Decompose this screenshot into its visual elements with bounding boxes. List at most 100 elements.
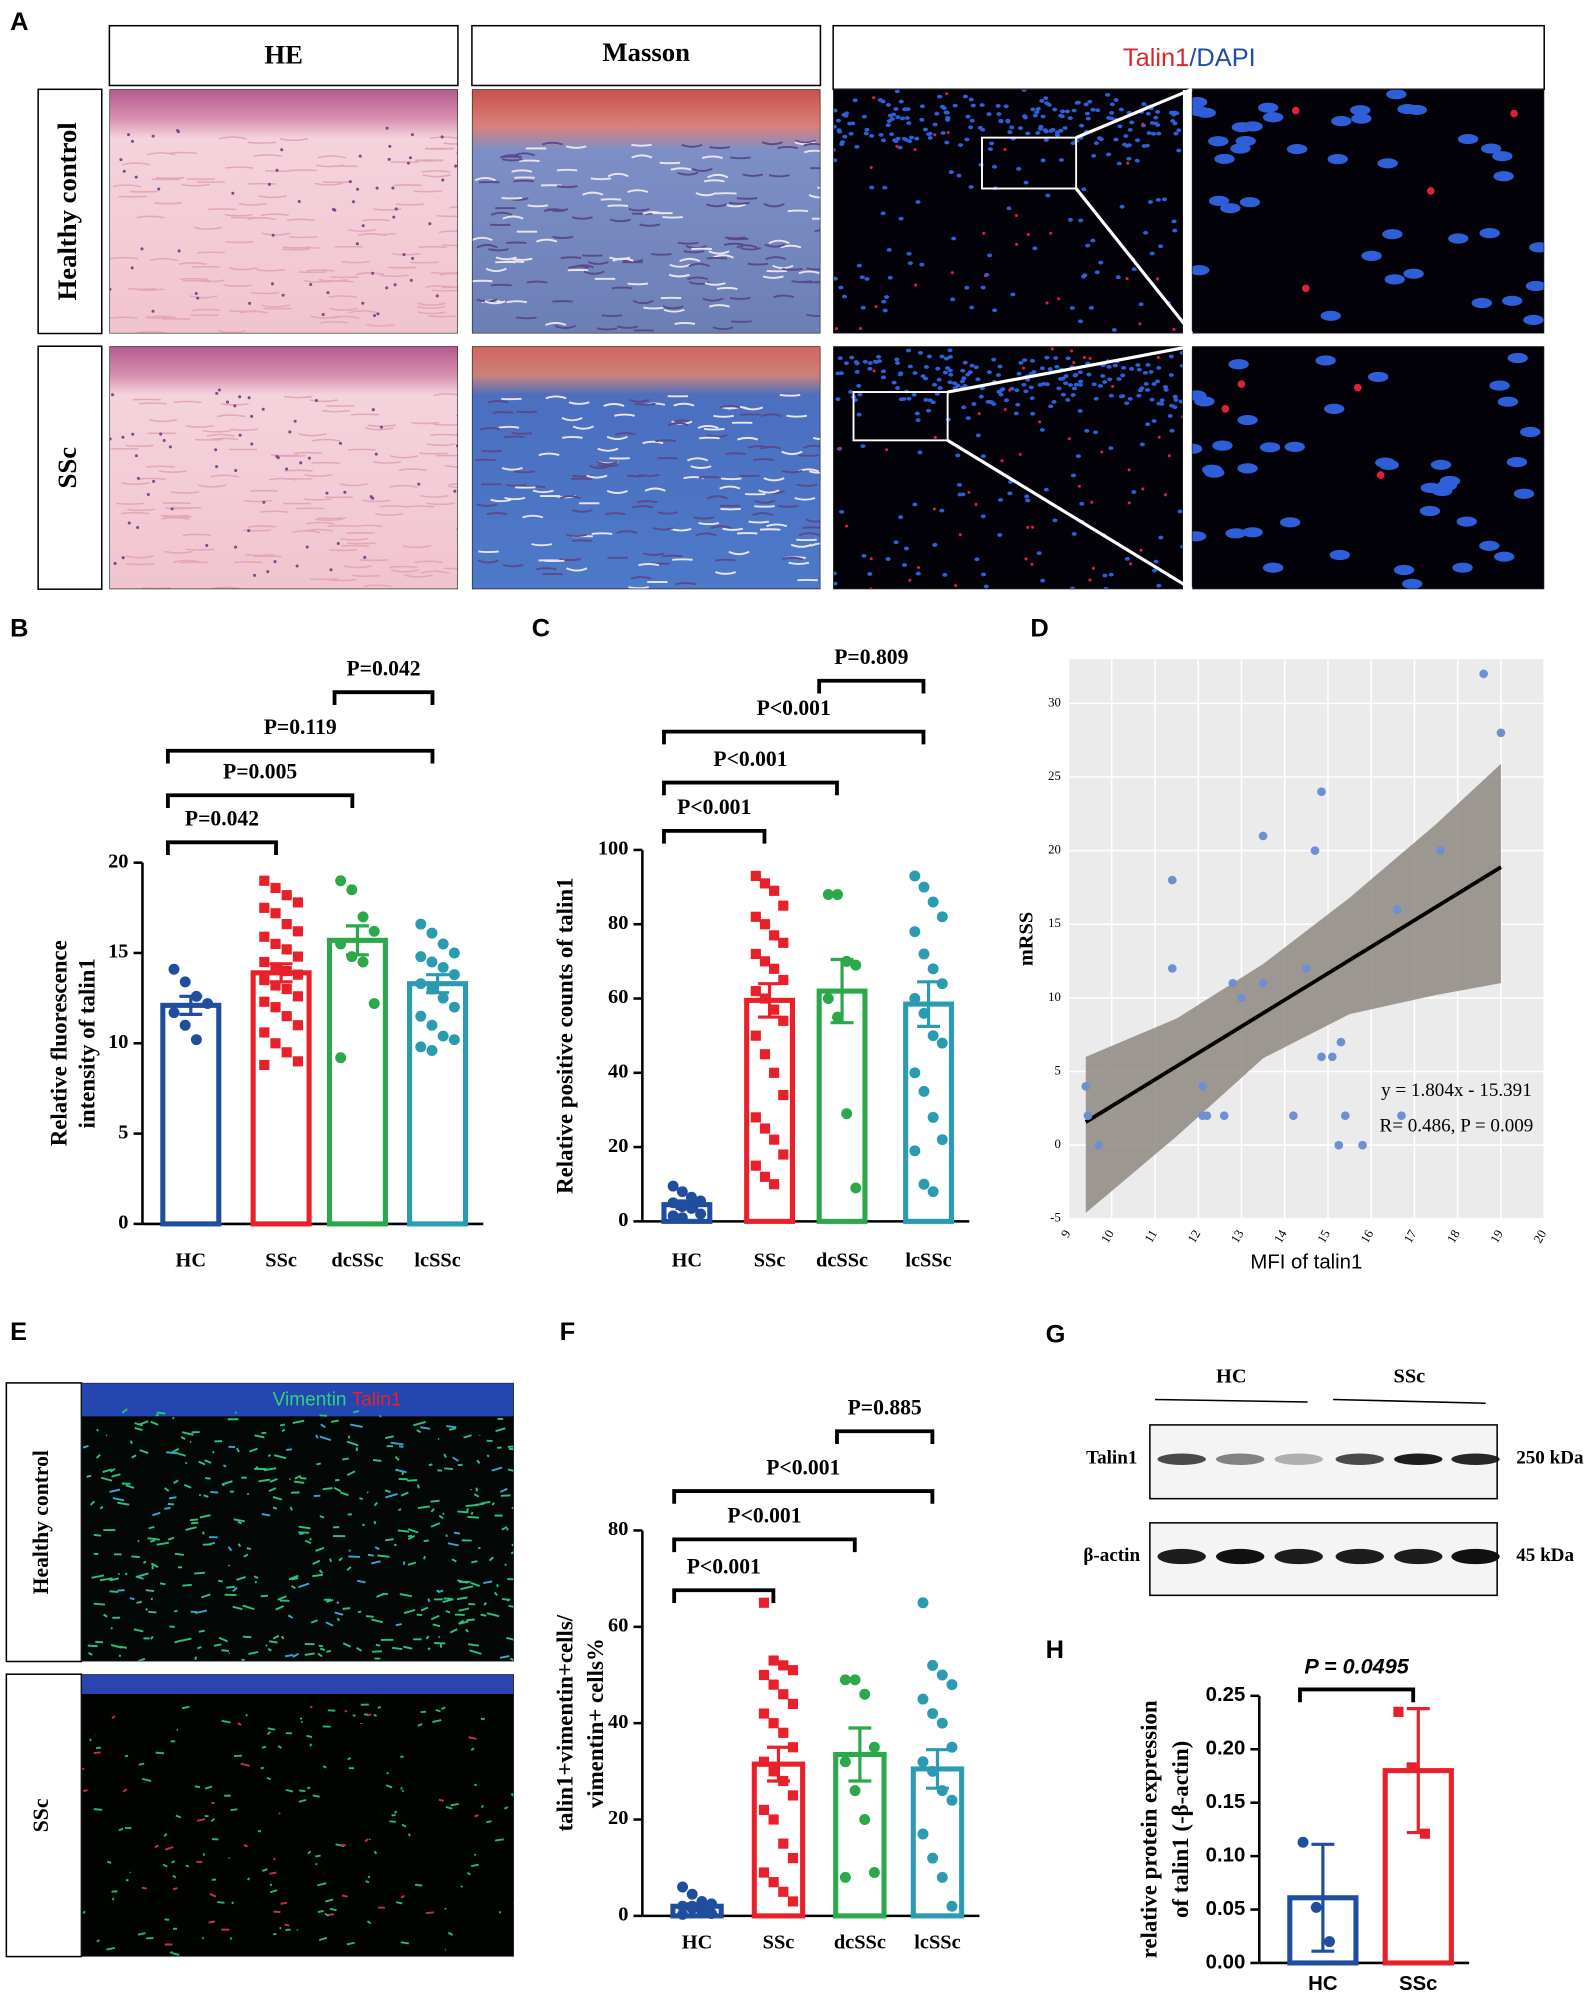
- fiber: [272, 1506, 278, 1510]
- nucleus: [841, 294, 847, 299]
- signal: [1088, 578, 1092, 582]
- data-point: [1081, 1081, 1091, 1091]
- nucleus: [837, 356, 843, 361]
- data-point: [822, 889, 834, 900]
- nucleus: [919, 104, 925, 109]
- fiber: [146, 152, 176, 156]
- nucleus: [261, 407, 265, 411]
- fiber: [318, 278, 348, 282]
- nucleus: [942, 370, 948, 375]
- fiber: [677, 241, 699, 245]
- fiber: [392, 1646, 403, 1651]
- fiber: [341, 544, 370, 547]
- tissue: [471, 89, 821, 334]
- nucleus: [371, 408, 375, 412]
- fiber: [120, 511, 150, 515]
- nucleus: [952, 103, 958, 108]
- nucleus: [1480, 143, 1502, 154]
- x-tick-label: 15: [1315, 1228, 1333, 1246]
- fiber: [257, 1829, 262, 1833]
- nucleus: [833, 124, 837, 129]
- fiber: [277, 1595, 287, 1601]
- fiber: [260, 1766, 265, 1770]
- data-point: [1237, 993, 1246, 1003]
- fiber: [669, 263, 691, 268]
- nucleus: [1320, 310, 1341, 321]
- signal: [1077, 484, 1081, 488]
- fiber: [110, 1627, 113, 1630]
- data-point: [426, 956, 438, 968]
- tissue: [471, 346, 821, 590]
- fiber: [136, 330, 165, 334]
- y-tick-label: 15: [1048, 916, 1061, 930]
- fiber: [561, 417, 583, 422]
- nucleus: [997, 533, 1003, 537]
- nucleus: [1208, 195, 1230, 206]
- fiber: [456, 1596, 468, 1601]
- x-tick-label: lcSSc: [905, 1250, 951, 1272]
- nucleus: [314, 399, 318, 403]
- nucleus: [833, 148, 836, 152]
- nucleus: [1039, 366, 1045, 371]
- nucleus: [388, 144, 392, 148]
- fiber: [675, 582, 697, 586]
- nucleus: [849, 355, 855, 360]
- fiber: [389, 484, 418, 488]
- fiber: [810, 542, 821, 547]
- nucleus: [1073, 382, 1079, 387]
- fiber: [299, 1532, 304, 1536]
- x-tick-label: HC: [672, 1250, 703, 1272]
- fiber: [185, 1864, 190, 1868]
- column-header: Masson: [602, 37, 690, 67]
- data-point: [677, 1881, 689, 1893]
- fiber: [779, 393, 801, 397]
- signal: [1221, 405, 1230, 413]
- fiber: [674, 322, 696, 325]
- fiber: [137, 1539, 140, 1543]
- fiber: [322, 1765, 327, 1769]
- fiber: [346, 1566, 352, 1571]
- nucleus: [1493, 171, 1514, 182]
- nucleus: [1168, 373, 1174, 377]
- nucleus: [1479, 540, 1500, 551]
- nucleus: [860, 444, 866, 449]
- signal: [1070, 349, 1074, 353]
- fiber: [260, 1594, 269, 1598]
- significance-bracket: [672, 1489, 935, 1504]
- nucleus: [1262, 562, 1284, 573]
- fiber: [628, 586, 649, 590]
- fiber: [401, 1823, 407, 1828]
- data-point: [1198, 1081, 1207, 1091]
- fiber: [133, 1628, 144, 1633]
- nucleus: [170, 507, 174, 511]
- nucleus: [1156, 131, 1162, 136]
- fiber: [149, 1635, 154, 1640]
- data-point: [1310, 846, 1320, 855]
- fiber: [281, 1428, 286, 1433]
- data-point: [1393, 1706, 1404, 1717]
- fiber: [632, 299, 654, 305]
- bar: [326, 937, 388, 1227]
- fiber: [661, 554, 683, 558]
- nucleus: [915, 200, 921, 204]
- fiber: [571, 509, 593, 513]
- fiber: [768, 174, 790, 178]
- signal: [1125, 277, 1129, 281]
- nucleus: [121, 556, 125, 560]
- nucleus: [1142, 370, 1149, 375]
- nucleus: [1040, 578, 1046, 583]
- nucleus: [912, 371, 918, 375]
- signal: [1376, 471, 1385, 479]
- nucleus: [1109, 102, 1115, 107]
- y-tick-label: 20: [608, 1807, 628, 1829]
- signal: [954, 584, 958, 588]
- data-point: [357, 956, 369, 968]
- signal: [872, 96, 876, 100]
- fiber: [510, 1792, 514, 1796]
- fiber: [536, 238, 558, 243]
- band: [1274, 1548, 1323, 1565]
- fiber: [329, 1558, 332, 1563]
- fiber: [110, 1644, 122, 1649]
- signal: [1045, 301, 1049, 305]
- fiber: [806, 313, 821, 317]
